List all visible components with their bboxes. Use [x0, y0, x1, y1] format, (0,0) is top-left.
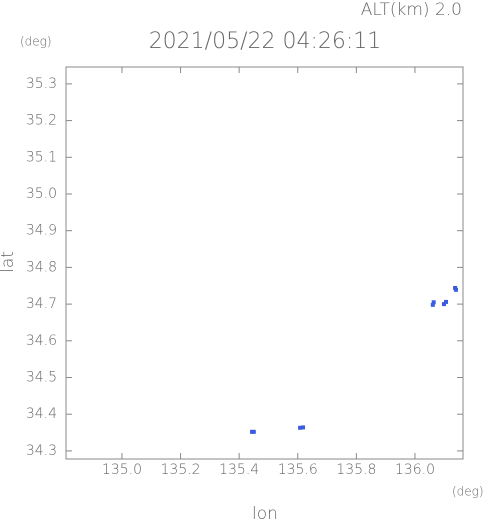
y-tick-label: 34.9: [26, 223, 57, 239]
x-tick-label: 135.6: [278, 462, 318, 478]
y-tick-label: 35.1: [26, 149, 57, 165]
y-tick-label: 34.3: [26, 443, 57, 459]
y-tick-label: 35.3: [26, 76, 57, 92]
y-tick-label: 35.0: [26, 186, 57, 202]
x-axis-label: lon: [252, 504, 278, 521]
point: [431, 300, 436, 305]
plot-frame: [65, 66, 464, 460]
x-tick-label: 135.8: [336, 462, 376, 478]
point: [301, 425, 306, 430]
y-tick-label: 34.6: [26, 333, 57, 349]
x-tick-label: 136.0: [395, 462, 435, 478]
y-tick-label: 34.5: [26, 370, 57, 386]
point: [430, 302, 435, 307]
x-tick-label: 135.0: [102, 462, 142, 478]
x-unit: (deg): [452, 485, 484, 499]
annotation: ALT(km) 2.0: [361, 0, 462, 20]
y-tick-label: 34.7: [26, 296, 57, 312]
y-tick-label: 34.8: [26, 259, 57, 275]
point: [453, 287, 458, 292]
y-axis-label: lat: [0, 251, 18, 273]
x-tick-label: 135.4: [219, 462, 259, 478]
point: [298, 425, 303, 430]
point: [444, 299, 449, 304]
y-tick-label: 35.2: [26, 113, 57, 129]
point: [441, 302, 446, 307]
point: [251, 429, 256, 434]
y-unit: (deg): [20, 35, 52, 49]
chart-title: 2021/05/22 04:26:11: [149, 29, 382, 54]
x-tick-label: 135.2: [161, 462, 201, 478]
y-tick-label: 34.4: [26, 406, 57, 422]
